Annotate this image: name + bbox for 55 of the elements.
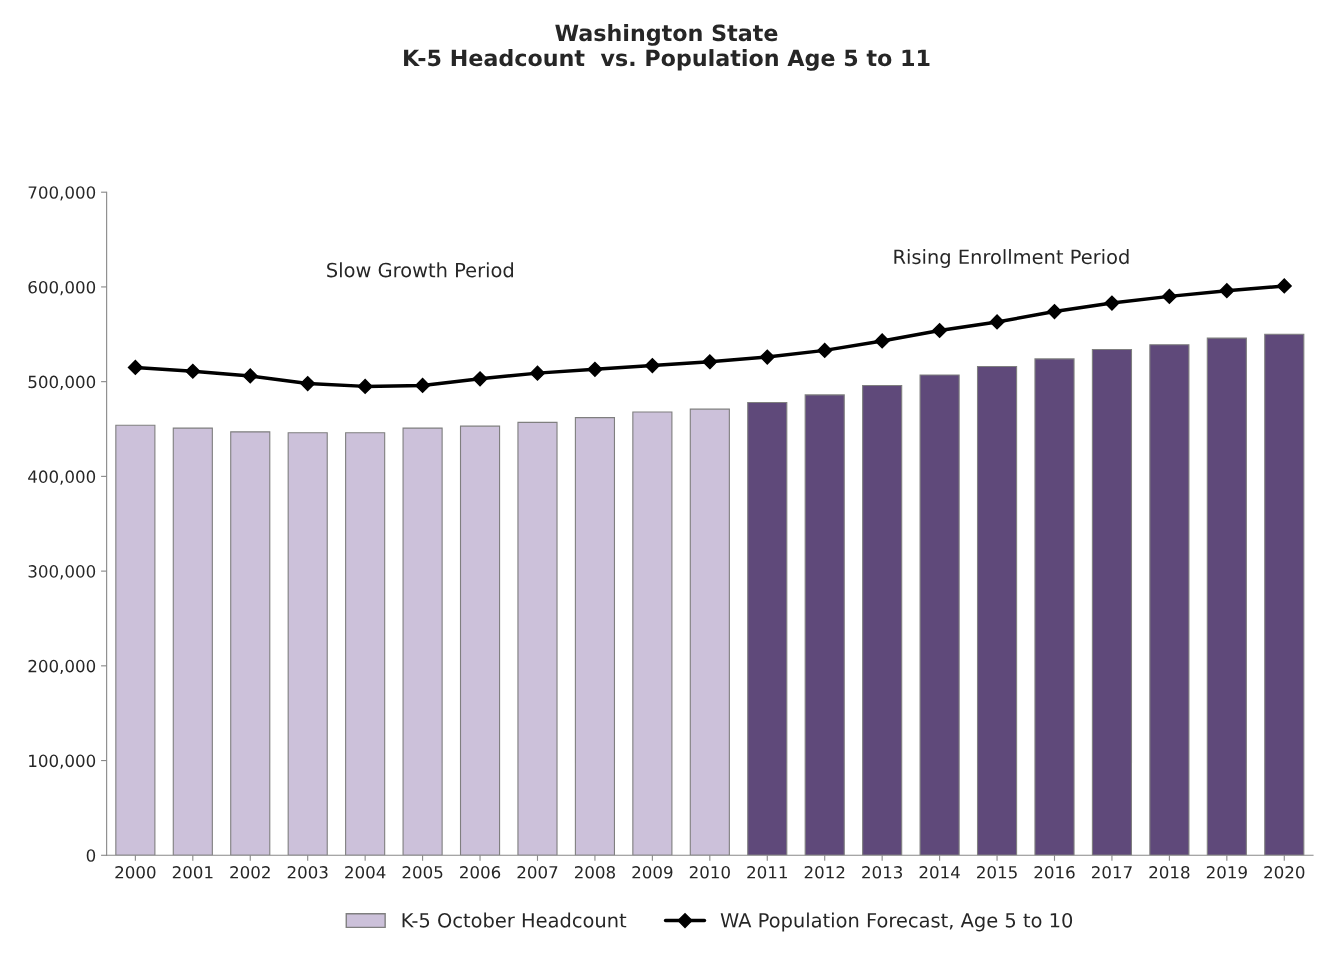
chart-title: Washington State K-5 Headcount vs. Population Age 5 to 11: [404, 24, 930, 71]
point: [1276, 278, 1292, 294]
point: [989, 314, 1005, 330]
point: [644, 357, 660, 374]
y-tick-label: 0: [86, 849, 96, 862]
point: [472, 371, 488, 387]
x-tick-label: 2008: [574, 866, 615, 879]
point: [817, 342, 833, 358]
point: [1046, 303, 1063, 320]
point: [415, 377, 431, 394]
x-tick-label: 2019: [1206, 866, 1247, 879]
y-tick-label: 300,000: [28, 565, 96, 580]
point: [1161, 288, 1177, 304]
point: [874, 333, 890, 349]
point: [1219, 283, 1235, 299]
y-tick-label: 700,000: [28, 186, 96, 201]
x-tick-label: 2011: [747, 866, 787, 879]
x-tick-label: 2017: [1091, 866, 1132, 879]
annotation: Rising Enrollment Period: [894, 249, 1129, 268]
x-tick-label: 2006: [460, 866, 501, 879]
x-tick-label: 2005: [402, 866, 443, 879]
point: [300, 375, 316, 392]
point: [242, 368, 258, 384]
y-tick-label: 200,000: [28, 659, 96, 675]
x-tick-label: 2012: [804, 866, 845, 879]
x-tick-label: 2007: [517, 866, 558, 879]
x-tick-label: 2015: [977, 866, 1017, 879]
y-tick-label: 100,000: [29, 754, 96, 769]
point: [702, 354, 718, 370]
point: [587, 361, 603, 377]
x-tick-label: 2020: [1264, 866, 1305, 879]
y-tick-label: 400,000: [28, 470, 96, 485]
x-tick-label: 2001: [172, 866, 213, 879]
x-tick-label: 2002: [230, 866, 270, 879]
legend-label: K-5 October Headcount: [402, 912, 627, 928]
x-tick-label: 2009: [632, 866, 673, 879]
legend-label: WA Population Forecast, Age 5 to 10: [720, 912, 1073, 932]
annotation: Slow Growth Period: [327, 262, 513, 278]
x-tick-label: 2004: [345, 866, 386, 879]
x-tick-label: 2018: [1149, 866, 1190, 879]
y-tick-label: 500,000: [28, 375, 96, 390]
x-tick-label: 2003: [287, 866, 328, 879]
point: [185, 363, 201, 379]
x-tick-label: 2000: [115, 866, 156, 879]
y-tick-label: 600,000: [28, 280, 96, 296]
point: [357, 378, 373, 394]
point: [127, 359, 143, 376]
point: [1104, 295, 1120, 311]
x-tick-label: 2010: [689, 866, 730, 879]
x-tick-label: 2013: [862, 866, 903, 879]
point: [529, 365, 546, 381]
x-tick-label: 2016: [1034, 866, 1075, 879]
point: [759, 349, 775, 365]
point: [932, 322, 948, 339]
x-tick-label: 2014: [919, 866, 960, 879]
